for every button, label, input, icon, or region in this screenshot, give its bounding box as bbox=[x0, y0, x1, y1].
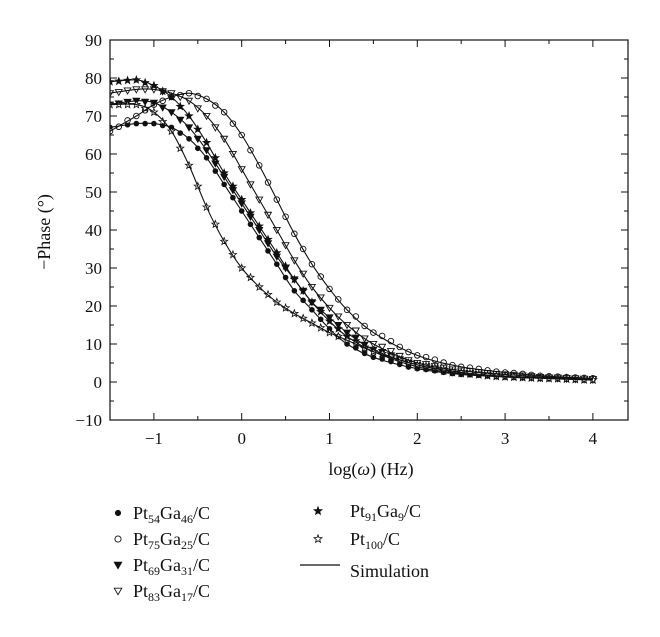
plot-frame bbox=[109, 39, 629, 421]
legend-item: Pt75Ga25/C bbox=[114, 529, 210, 552]
legend-label: Pt54Ga46/C bbox=[133, 503, 210, 526]
simulation-line bbox=[110, 103, 593, 381]
legend-label: Pt83Ga17/C bbox=[133, 581, 210, 604]
simulation-line bbox=[110, 88, 593, 380]
legend-item: Pt83Ga17/C bbox=[113, 581, 210, 604]
y-axis-title: −Phase (°) bbox=[34, 194, 55, 270]
y-tick-label: 60 bbox=[85, 145, 102, 164]
series-pt54ga46-c bbox=[110, 120, 596, 383]
simulation-line bbox=[110, 122, 593, 381]
x-tick-label: 0 bbox=[237, 429, 246, 448]
data-point bbox=[316, 306, 326, 316]
data-point bbox=[110, 90, 115, 98]
data-point bbox=[140, 86, 150, 94]
legend-item: Pt69Ga31/C bbox=[113, 555, 210, 578]
simulation-line bbox=[110, 100, 593, 381]
legend-item: Pt91Ga9/C bbox=[312, 501, 421, 524]
data-point bbox=[193, 135, 202, 144]
legend-label: Pt100/C bbox=[350, 529, 400, 552]
legend: Pt54Ga46/C Pt75Ga25/C Pt69Ga31/C Pt83Ga17/C… bbox=[113, 501, 429, 604]
x-tick-label: −1 bbox=[145, 429, 163, 448]
legend-marker bbox=[312, 533, 324, 544]
y-tick-label: 40 bbox=[85, 221, 102, 240]
legend-item-simulation: Simulation bbox=[300, 561, 429, 581]
y-tick-label: 20 bbox=[85, 297, 102, 316]
y-tick-label: 0 bbox=[94, 373, 103, 392]
data-point bbox=[176, 116, 185, 125]
data-point bbox=[245, 272, 256, 282]
series-pt100-c bbox=[110, 99, 598, 384]
y-tick-label: 90 bbox=[85, 31, 102, 50]
y-tick-label: 30 bbox=[85, 259, 102, 278]
y-tick-label: 70 bbox=[85, 107, 102, 126]
legend-marker bbox=[114, 509, 122, 517]
x-tick-label: 4 bbox=[589, 429, 598, 448]
legend-marker bbox=[114, 535, 122, 543]
legend-marker bbox=[113, 561, 123, 570]
x-tick-label: 2 bbox=[413, 429, 422, 448]
y-tick-label: −10 bbox=[75, 411, 102, 430]
plot-area bbox=[110, 74, 598, 385]
data-markers bbox=[110, 74, 598, 385]
y-tick-label: 80 bbox=[85, 69, 102, 88]
simulation-lines bbox=[110, 79, 593, 381]
legend-marker bbox=[312, 505, 324, 516]
legend-label: Pt91Ga9/C bbox=[350, 501, 421, 524]
x-axis-title: log(ω) (Hz) bbox=[328, 459, 413, 480]
y-tick-label: 50 bbox=[85, 183, 102, 202]
simulation-line bbox=[110, 92, 593, 379]
data-point bbox=[157, 116, 168, 126]
legend-label: Pt69Ga31/C bbox=[133, 555, 210, 578]
series-pt69ga31-c bbox=[110, 97, 598, 385]
legend-label: Pt75Ga25/C bbox=[133, 529, 210, 552]
legend-item: Pt100/C bbox=[312, 529, 400, 552]
x-tick-label: 3 bbox=[501, 429, 510, 448]
legend-item: Pt54Ga46/C bbox=[114, 503, 210, 526]
data-point bbox=[351, 338, 361, 348]
x-tick-label: 1 bbox=[325, 429, 334, 448]
legend-marker bbox=[113, 587, 123, 596]
simulation-line bbox=[110, 79, 593, 381]
legend-label-simulation: Simulation bbox=[350, 561, 429, 581]
y-tick-label: 10 bbox=[85, 335, 102, 354]
